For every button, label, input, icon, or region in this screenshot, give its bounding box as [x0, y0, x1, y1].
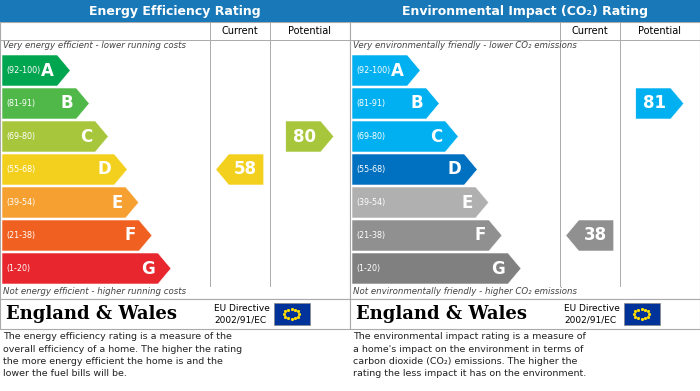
Polygon shape	[2, 154, 127, 185]
Text: F: F	[125, 226, 136, 244]
Text: England & Wales: England & Wales	[6, 305, 177, 323]
Text: (81-91): (81-91)	[356, 99, 385, 108]
Bar	[0, 0, 350, 22]
Text: Current: Current	[571, 26, 608, 36]
Polygon shape	[352, 55, 420, 86]
Text: (21-38): (21-38)	[356, 231, 385, 240]
Text: (81-91): (81-91)	[6, 99, 35, 108]
Bar	[350, 22, 700, 299]
Polygon shape	[2, 121, 108, 152]
Bar	[0, 299, 350, 329]
Polygon shape	[2, 187, 139, 218]
Text: B: B	[61, 95, 74, 113]
Text: Environmental Impact (CO₂) Rating: Environmental Impact (CO₂) Rating	[402, 5, 648, 18]
Bar	[350, 0, 700, 22]
Text: Not environmentally friendly - higher CO₂ emissions: Not environmentally friendly - higher CO…	[353, 287, 577, 296]
Text: Not energy efficient - higher running costs: Not energy efficient - higher running co…	[3, 287, 186, 296]
Text: F: F	[475, 226, 486, 244]
Text: The environmental impact rating is a measure of
a home's impact on the environme: The environmental impact rating is a mea…	[353, 332, 587, 378]
Text: (39-54): (39-54)	[6, 198, 35, 207]
Text: EU Directive
2002/91/EC: EU Directive 2002/91/EC	[214, 304, 270, 324]
Polygon shape	[216, 154, 264, 185]
Polygon shape	[352, 121, 459, 152]
Polygon shape	[352, 187, 489, 218]
Text: (92-100): (92-100)	[6, 66, 41, 75]
Polygon shape	[2, 220, 152, 251]
Bar	[0, 22, 350, 299]
Text: (21-38): (21-38)	[6, 231, 35, 240]
Text: EU Directive
2002/91/EC: EU Directive 2002/91/EC	[564, 304, 620, 324]
Text: 81: 81	[643, 95, 666, 113]
Text: Very energy efficient - lower running costs: Very energy efficient - lower running co…	[3, 41, 186, 50]
Text: 38: 38	[584, 226, 607, 244]
Text: Potential: Potential	[288, 26, 331, 36]
Text: England & Wales: England & Wales	[356, 305, 527, 323]
Text: (1-20): (1-20)	[356, 264, 380, 273]
Text: (55-68): (55-68)	[356, 165, 385, 174]
Text: B: B	[411, 95, 424, 113]
Text: 58: 58	[234, 160, 257, 179]
Text: C: C	[430, 127, 442, 145]
Polygon shape	[352, 253, 521, 284]
Text: C: C	[80, 127, 92, 145]
Text: D: D	[97, 160, 111, 179]
Text: E: E	[111, 194, 122, 212]
Polygon shape	[2, 88, 90, 119]
Bar	[624, 303, 659, 325]
Polygon shape	[352, 220, 502, 251]
Polygon shape	[566, 220, 614, 251]
Text: A: A	[41, 61, 55, 79]
Bar	[350, 299, 700, 329]
Text: Potential: Potential	[638, 26, 681, 36]
Text: G: G	[491, 260, 505, 278]
Text: (69-80): (69-80)	[356, 132, 385, 141]
Text: Current: Current	[221, 26, 258, 36]
Polygon shape	[2, 253, 171, 284]
Text: (55-68): (55-68)	[6, 165, 35, 174]
Text: A: A	[391, 61, 405, 79]
Text: Very environmentally friendly - lower CO₂ emissions: Very environmentally friendly - lower CO…	[353, 41, 577, 50]
Bar	[274, 303, 309, 325]
Polygon shape	[2, 55, 70, 86]
Text: (69-80): (69-80)	[6, 132, 35, 141]
Text: (92-100): (92-100)	[356, 66, 391, 75]
Polygon shape	[636, 88, 684, 119]
Text: (39-54): (39-54)	[356, 198, 385, 207]
Polygon shape	[352, 88, 440, 119]
Polygon shape	[286, 121, 334, 152]
Text: Energy Efficiency Rating: Energy Efficiency Rating	[89, 5, 261, 18]
Text: 80: 80	[293, 127, 316, 145]
Text: G: G	[141, 260, 155, 278]
Polygon shape	[352, 154, 477, 185]
Text: E: E	[461, 194, 472, 212]
Text: D: D	[447, 160, 461, 179]
Text: (1-20): (1-20)	[6, 264, 30, 273]
Text: The energy efficiency rating is a measure of the
overall efficiency of a home. T: The energy efficiency rating is a measur…	[3, 332, 242, 378]
